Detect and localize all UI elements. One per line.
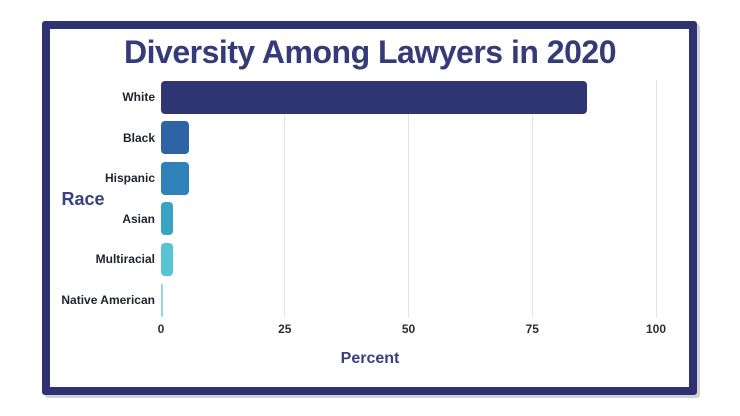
category-label-black: Black	[122, 130, 155, 145]
gridline-75	[531, 80, 533, 317]
border-frame	[42, 21, 697, 395]
x-tick-label-100: 100	[645, 322, 667, 336]
x-tick-label-50: 50	[401, 322, 416, 336]
category-label-native-american: Native American	[61, 293, 155, 307]
plot-area	[161, 80, 657, 317]
x-tick-label-75: 75	[525, 322, 539, 336]
bar-asian	[161, 202, 173, 236]
chart-title: Diversity Among Lawyers in 2020	[124, 34, 616, 70]
gridline-100	[655, 80, 657, 317]
bar-white	[161, 80, 587, 114]
gridline-25	[284, 80, 286, 317]
x-tick-label-0: 0	[157, 322, 165, 336]
category-label-asian: Asian	[122, 211, 155, 226]
bar-native-american	[161, 283, 163, 317]
category-label-hispanic: Hispanic	[104, 171, 155, 186]
bar-black	[161, 121, 189, 155]
x-axis-label: Percent	[340, 350, 400, 367]
category-label-white: White	[122, 90, 155, 104]
x-tick-label-25: 25	[278, 322, 292, 336]
category-label-multiracial: Multiracial	[95, 252, 155, 267]
bar-hispanic	[161, 161, 189, 195]
gridline-50	[408, 80, 409, 317]
bar-multiracial	[161, 242, 173, 276]
y-axis-label: Race	[61, 189, 105, 209]
